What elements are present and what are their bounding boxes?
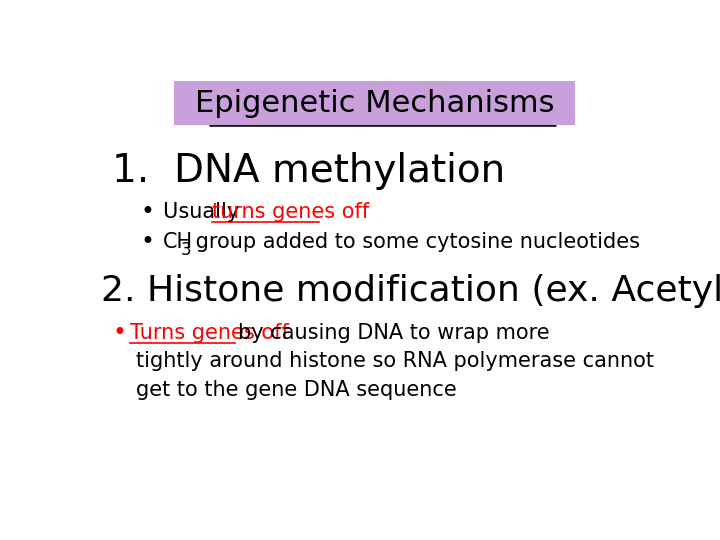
Text: get to the gene DNA sequence: get to the gene DNA sequence bbox=[136, 380, 456, 400]
Text: by causing DNA to wrap more: by causing DNA to wrap more bbox=[238, 323, 549, 343]
Text: CH: CH bbox=[163, 232, 193, 252]
Text: 1.  DNA methylation: 1. DNA methylation bbox=[112, 152, 505, 190]
Text: •: • bbox=[140, 200, 154, 225]
Text: 3: 3 bbox=[181, 241, 192, 259]
Text: tightly around histone so RNA polymerase cannot: tightly around histone so RNA polymerase… bbox=[136, 351, 654, 372]
Text: •: • bbox=[140, 230, 154, 253]
Text: turns genes off: turns genes off bbox=[212, 202, 369, 222]
Text: group added to some cytosine nucleotides: group added to some cytosine nucleotides bbox=[189, 232, 640, 252]
Text: 2. Histone modification (ex. Acetylation): 2. Histone modification (ex. Acetylation… bbox=[101, 274, 720, 308]
Text: •: • bbox=[112, 321, 126, 345]
FancyBboxPatch shape bbox=[174, 82, 575, 125]
Text: Turns genes off: Turns genes off bbox=[130, 323, 296, 343]
Text: Epigenetic Mechanisms: Epigenetic Mechanisms bbox=[195, 89, 554, 118]
Text: Usually: Usually bbox=[163, 202, 246, 222]
